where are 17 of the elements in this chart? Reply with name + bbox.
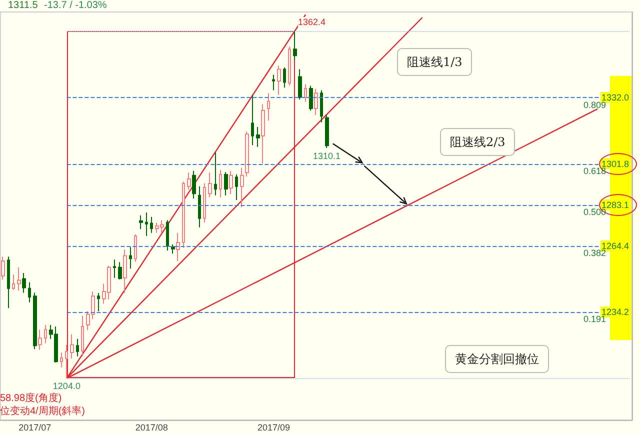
- annotation: 阻速线2/3: [440, 128, 516, 156]
- annotation: 阻速线1/3: [397, 48, 472, 76]
- annotation: 1310.1: [313, 151, 341, 162]
- y-tick-label: 1264.4: [601, 240, 629, 251]
- x-tick-label: 2017/08: [135, 422, 168, 432]
- annotation: 黄金分割回撤位: [445, 345, 549, 373]
- y-tick-label: 1301.8: [601, 158, 629, 169]
- x-tick-label: 2017/07: [18, 422, 52, 432]
- y-tick-label: 1283.1: [601, 200, 629, 210]
- annotation: 1362.4: [298, 16, 326, 28]
- annotation: 58.98度(角度): [0, 393, 62, 404]
- x-tick-label: 2017/09: [257, 422, 290, 432]
- text: -13.7 / -1.03%: [44, 0, 107, 11]
- annotation: 位变动4/周期(斜率): [0, 406, 85, 418]
- y-tick-label: 1332.0: [601, 92, 629, 103]
- text: 1311.5: [8, 0, 38, 11]
- annotation: 1204.0: [52, 381, 80, 392]
